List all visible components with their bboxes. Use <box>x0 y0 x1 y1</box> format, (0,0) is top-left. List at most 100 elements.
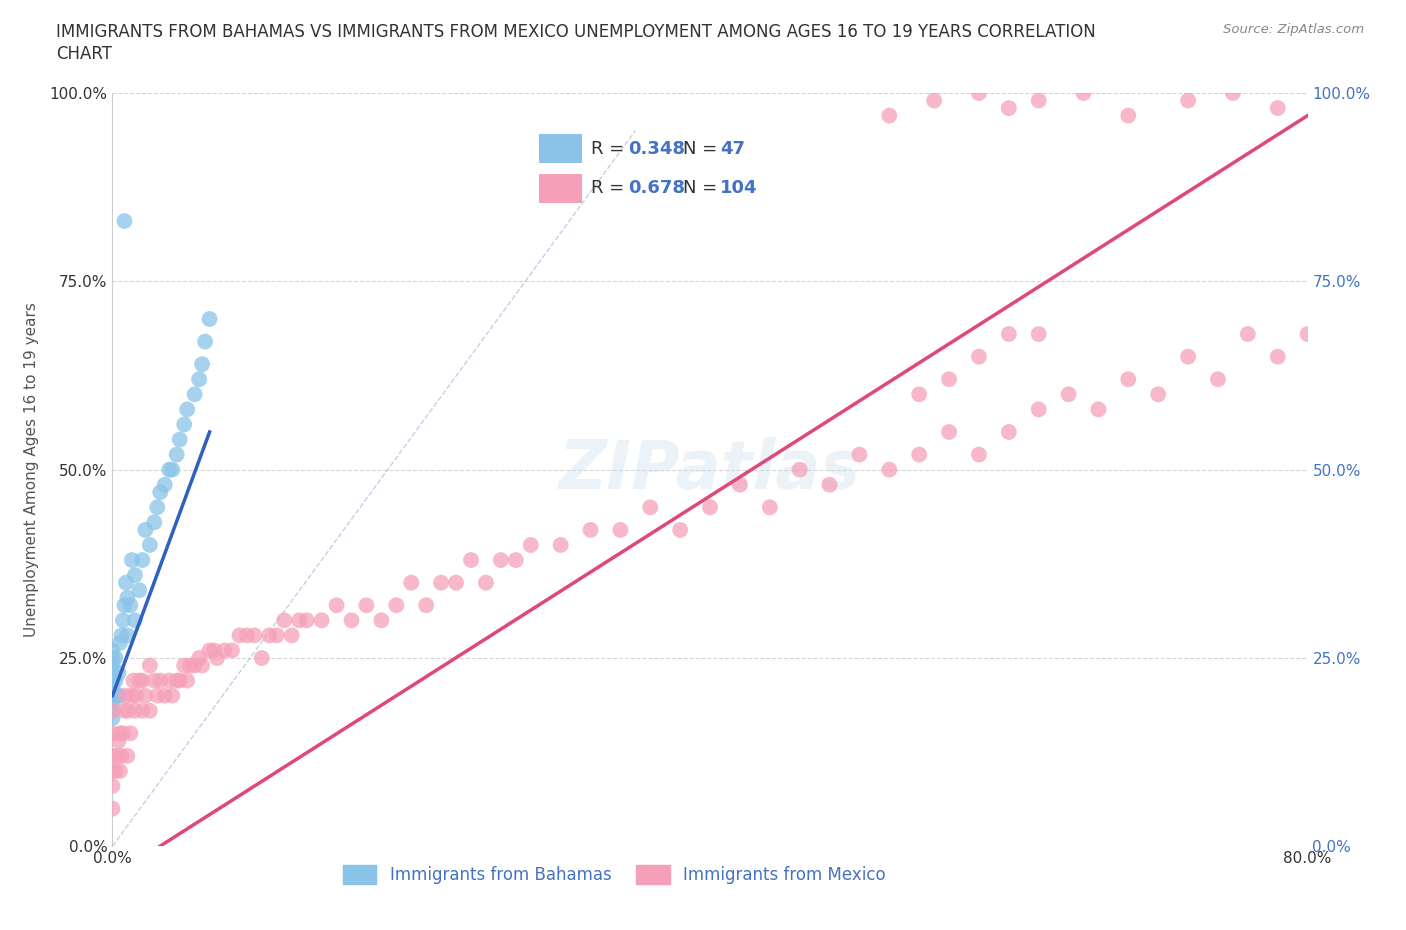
Point <box>114 598 135 613</box>
Point <box>818 477 841 492</box>
Point <box>157 673 180 688</box>
Point <box>128 583 150 598</box>
Point <box>143 515 166 530</box>
Point <box>475 575 498 591</box>
Point <box>1267 349 1289 364</box>
Point <box>121 552 143 567</box>
Point <box>146 688 169 703</box>
Point <box>104 651 127 666</box>
Point <box>131 673 153 688</box>
Point <box>101 703 124 718</box>
Point <box>221 643 243 658</box>
Point <box>101 643 124 658</box>
Point <box>101 778 124 793</box>
Point <box>669 523 692 538</box>
Point <box>938 372 960 387</box>
Point <box>311 613 333 628</box>
Point <box>101 673 124 688</box>
Point <box>908 387 931 402</box>
Point <box>107 666 129 681</box>
Point <box>117 628 139 643</box>
Point <box>124 703 146 718</box>
Point <box>117 703 139 718</box>
Point <box>124 613 146 628</box>
Point <box>202 643 225 658</box>
Point <box>134 688 156 703</box>
Point <box>385 598 408 613</box>
Legend: Immigrants from Bahamas, Immigrants from Mexico: Immigrants from Bahamas, Immigrants from… <box>336 858 893 891</box>
Point <box>444 575 467 591</box>
Point <box>169 673 191 688</box>
Point <box>259 628 281 643</box>
Point <box>789 462 811 477</box>
Point <box>938 424 960 440</box>
Point <box>879 462 901 477</box>
Point <box>101 658 124 673</box>
Point <box>120 598 142 613</box>
Point <box>967 349 990 364</box>
Text: Source: ZipAtlas.com: Source: ZipAtlas.com <box>1223 23 1364 36</box>
Point <box>101 673 124 688</box>
Point <box>370 613 392 628</box>
Point <box>415 598 437 613</box>
Point <box>198 312 221 326</box>
Point <box>848 447 870 462</box>
Point <box>114 214 135 229</box>
Point <box>1237 326 1260 341</box>
Point <box>101 666 124 681</box>
Point <box>194 334 217 349</box>
Point <box>998 100 1021 115</box>
Point <box>356 598 378 613</box>
Point <box>228 628 250 643</box>
Point <box>188 372 211 387</box>
Point <box>183 387 205 402</box>
Point <box>115 575 138 591</box>
Point <box>879 108 901 123</box>
Point <box>139 538 162 552</box>
Point <box>728 477 751 492</box>
Point <box>489 552 512 567</box>
Point <box>117 591 139 605</box>
Point <box>108 635 131 650</box>
Point <box>1222 86 1244 100</box>
Point <box>139 658 162 673</box>
Point <box>131 552 153 567</box>
Point <box>505 552 527 567</box>
Point <box>139 703 162 718</box>
Point <box>1296 326 1319 341</box>
Point <box>173 417 195 432</box>
Point <box>430 575 453 591</box>
Point <box>101 802 124 817</box>
Point <box>101 703 124 718</box>
Point <box>105 749 128 764</box>
Point <box>125 688 148 703</box>
Point <box>759 500 782 515</box>
Point <box>243 628 266 643</box>
Point <box>188 651 211 666</box>
Point <box>110 628 132 643</box>
Point <box>288 613 311 628</box>
Point <box>236 628 259 643</box>
Point <box>173 658 195 673</box>
Point <box>157 462 180 477</box>
Point <box>183 658 205 673</box>
Y-axis label: Unemployment Among Ages 16 to 19 years: Unemployment Among Ages 16 to 19 years <box>24 302 38 637</box>
Point <box>281 628 304 643</box>
Point <box>609 523 631 538</box>
Point <box>1028 326 1050 341</box>
Point <box>101 688 124 703</box>
Point <box>117 749 139 764</box>
Point <box>340 613 363 628</box>
Point <box>104 673 127 688</box>
Point <box>191 658 214 673</box>
Point <box>205 651 228 666</box>
Point <box>998 424 1021 440</box>
Point <box>176 673 198 688</box>
Point <box>143 673 166 688</box>
Point <box>153 688 176 703</box>
Point <box>101 696 124 711</box>
Point <box>105 688 128 703</box>
Point <box>101 651 124 666</box>
Point <box>101 749 124 764</box>
Point <box>967 447 990 462</box>
